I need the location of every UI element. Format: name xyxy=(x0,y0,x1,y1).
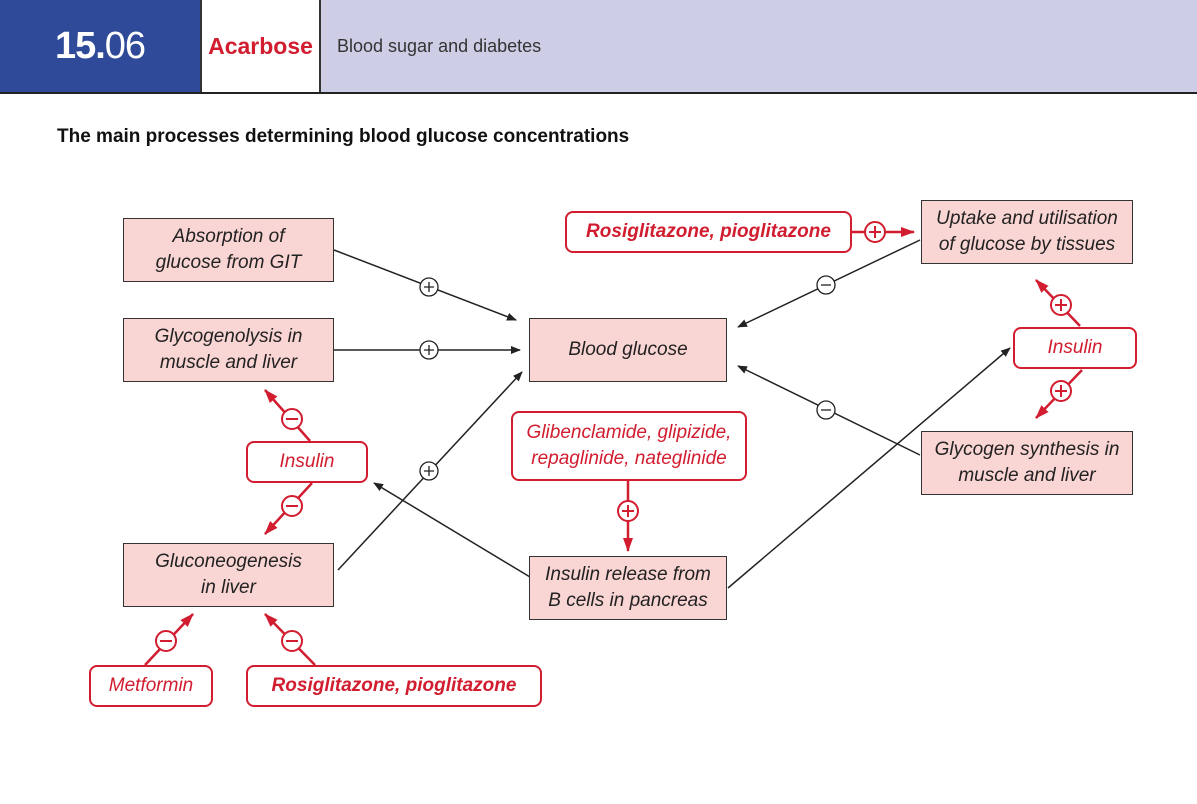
page-title: The main processes determining blood glu… xyxy=(57,126,630,147)
box-glycogen-synthesis: Glycogen synthesis in muscle and liver xyxy=(921,431,1133,495)
plus-icon xyxy=(419,340,439,360)
box-absorption: Absorption of glucose from GIT xyxy=(123,218,334,282)
minus-icon xyxy=(281,495,303,517)
drug-insulin-left: Insulin xyxy=(246,441,368,483)
box-uptake: Uptake and utilisation of glucose by tis… xyxy=(921,200,1133,264)
plus-icon xyxy=(419,277,439,297)
plus-icon xyxy=(419,461,439,481)
header-divider xyxy=(0,92,1197,94)
minus-icon xyxy=(816,400,836,420)
section-number: 15. 06 xyxy=(0,0,200,92)
chapter-title: Blood sugar and diabetes xyxy=(321,0,1197,92)
minus-icon xyxy=(816,275,836,295)
plus-icon xyxy=(1050,380,1072,402)
drug-insulin-right: Insulin xyxy=(1013,327,1137,369)
drug-glibenclamide: Glibenclamide, glipizide, repaglinide, n… xyxy=(511,411,747,481)
minus-icon xyxy=(155,630,177,652)
box-gluconeogenesis: Gluconeogenesis in liver xyxy=(123,543,334,607)
arrow-insulin-release-to-insulin-right xyxy=(727,347,1011,589)
box-glycogenolysis: Glycogenolysis in muscle and liver xyxy=(123,318,334,382)
arrow-insulin-release-to-insulin-left xyxy=(373,482,531,578)
plus-icon xyxy=(1050,294,1072,316)
minus-icon xyxy=(281,408,303,430)
topic-title: Acarbose xyxy=(200,0,321,92)
plus-icon xyxy=(617,500,639,522)
drug-metformin: Metformin xyxy=(89,665,213,707)
box-insulin-release: Insulin release from B cells in pancreas xyxy=(529,556,727,620)
box-blood-glucose: Blood glucose xyxy=(529,318,727,382)
plus-icon xyxy=(864,221,886,243)
minus-icon xyxy=(281,630,303,652)
header: 15. 06 Acarbose Blood sugar and diabetes xyxy=(0,0,1197,94)
section-number-major: 15. xyxy=(54,24,106,67)
drug-rosiglitazone-bottom: Rosiglitazone, pioglitazone xyxy=(246,665,542,707)
section-number-minor: 06 xyxy=(104,24,146,67)
drug-rosiglitazone-top: Rosiglitazone, pioglitazone xyxy=(565,211,852,253)
